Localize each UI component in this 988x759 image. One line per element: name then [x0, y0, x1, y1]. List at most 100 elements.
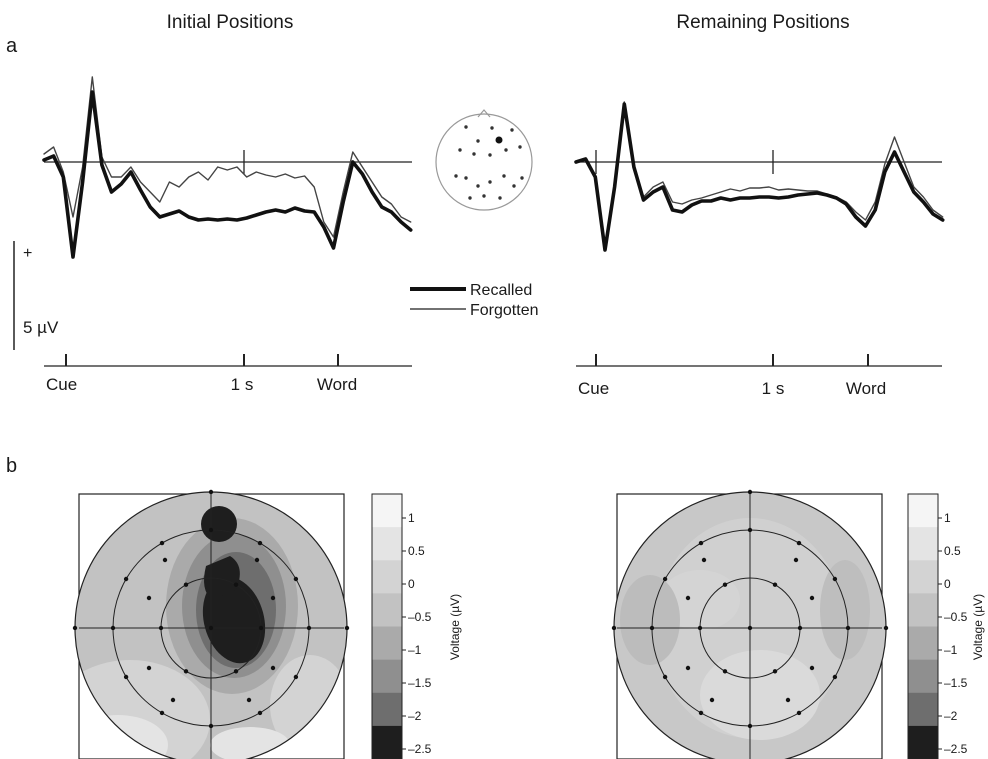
- head-electrode: [488, 180, 492, 184]
- colorbar-swatch: [908, 659, 938, 693]
- electrode: [146, 665, 152, 671]
- electrode: [208, 625, 214, 631]
- waveform-forgotten: [43, 76, 412, 238]
- colorbar-swatch: [908, 593, 938, 627]
- head-electrode: [482, 194, 486, 198]
- electrode: [722, 669, 728, 674]
- head-electrode: [510, 128, 514, 132]
- electrode: [797, 625, 803, 631]
- negative-cluster-frontal: [201, 506, 237, 542]
- colorbar-frame: [907, 493, 939, 759]
- colorbar-right: 1 0.5 0 –0.5 –1 –1.5 –2 –2.5 Voltage (µV): [907, 493, 985, 759]
- electrode: [685, 595, 691, 601]
- electrode: [233, 669, 239, 674]
- colorbar-swatch: [908, 527, 938, 561]
- scale-label: 5 µV: [23, 318, 59, 337]
- electrode: [183, 582, 189, 587]
- electrode: [293, 674, 299, 680]
- electrode: [649, 625, 655, 631]
- time-label-word: Word: [317, 375, 357, 394]
- electrode: [306, 625, 312, 631]
- electrode: [747, 625, 753, 631]
- electrode: [662, 576, 668, 582]
- electrode: [254, 557, 260, 563]
- electrode: [697, 625, 703, 631]
- electrode: [72, 625, 78, 631]
- electrode: [183, 669, 189, 674]
- electrode: [123, 576, 129, 582]
- panel-a-label: a: [6, 35, 18, 57]
- electrode: [747, 489, 753, 495]
- colorbar-tick-label: –1.5: [408, 676, 432, 690]
- colorbar-swatch: [908, 560, 938, 594]
- head-electrode: [520, 176, 524, 180]
- electrode: [246, 697, 252, 703]
- electrode: [208, 723, 214, 729]
- electrode: [709, 697, 715, 703]
- head-electrode: [490, 126, 494, 130]
- electrode: [785, 697, 791, 703]
- colorbar-tick-label: 1: [408, 511, 415, 525]
- time-label-word: Word: [846, 379, 886, 398]
- colorbar-swatch: [372, 560, 402, 594]
- electrode: [809, 595, 815, 601]
- colorbar-tick-label: 0: [944, 577, 951, 591]
- erp-plot-initial: Cue 1 s Word: [42, 76, 413, 394]
- legend-label-forgotten: Forgotten: [470, 302, 538, 319]
- colorbar-tick-label: –0.5: [408, 610, 432, 624]
- erp-plot-remaining: Cue 1 s Word: [574, 101, 945, 398]
- electrode: [270, 665, 276, 671]
- waveform-recalled: [42, 90, 413, 259]
- colorbar-left: 1 0.5 0 –0.5 –1 –1.5 –2 –2.5 Voltage (µV): [371, 493, 462, 759]
- colorbar-tick-label: 0.5: [408, 544, 425, 558]
- electrode: [796, 540, 802, 546]
- electrode: [809, 665, 815, 671]
- electrode: [159, 540, 165, 546]
- colorbar-tick-label: 1: [944, 511, 951, 525]
- highlighted-electrode: [495, 136, 503, 144]
- electrode: [793, 557, 799, 563]
- electrode: [698, 540, 704, 546]
- colorbar-swatch: [372, 626, 402, 660]
- waveform-forgotten: [575, 101, 944, 248]
- head-electrode-icon: [435, 109, 533, 211]
- electrode: [208, 527, 214, 533]
- legend: Recalled Forgotten: [410, 282, 538, 319]
- amplitude-scale-bar: + 5 µV: [13, 241, 59, 350]
- electrode: [685, 665, 691, 671]
- topomap-initial: [72, 489, 350, 759]
- head-electrode: [476, 139, 480, 143]
- head-electrode: [468, 196, 472, 200]
- electrode: [832, 674, 838, 680]
- electrode: [123, 674, 129, 680]
- head-electrode: [518, 145, 522, 149]
- electrode: [110, 625, 116, 631]
- electrode: [293, 576, 299, 582]
- electrode: [698, 710, 704, 716]
- colorbar-swatch: [372, 725, 402, 759]
- colorbar-tick-label: –2.5: [944, 742, 968, 756]
- negative-cluster-central: [202, 576, 266, 664]
- head-electrode: [464, 176, 468, 180]
- colorbar-tick-label: 0: [408, 577, 415, 591]
- electrode: [158, 625, 164, 631]
- time-label-1s: 1 s: [762, 379, 785, 398]
- electrode: [845, 625, 851, 631]
- head-electrode: [504, 148, 508, 152]
- head-electrode: [502, 174, 506, 178]
- colorbar-swatch: [372, 659, 402, 693]
- panel-b-label: b: [6, 455, 17, 477]
- time-label-cue: Cue: [46, 375, 77, 394]
- head-electrode: [512, 184, 516, 188]
- colorbar-label: Voltage (µV): [971, 594, 985, 660]
- electrode: [233, 582, 239, 587]
- head-electrode: [464, 125, 468, 129]
- colorbar-swatch: [372, 494, 402, 528]
- electrode: [208, 489, 214, 495]
- electrode: [883, 625, 889, 631]
- colorbar-tick-label: –1.5: [944, 676, 968, 690]
- topomap-remaining: [611, 489, 889, 759]
- electrode: [722, 582, 728, 587]
- colorbar-label: Voltage (µV): [448, 594, 462, 660]
